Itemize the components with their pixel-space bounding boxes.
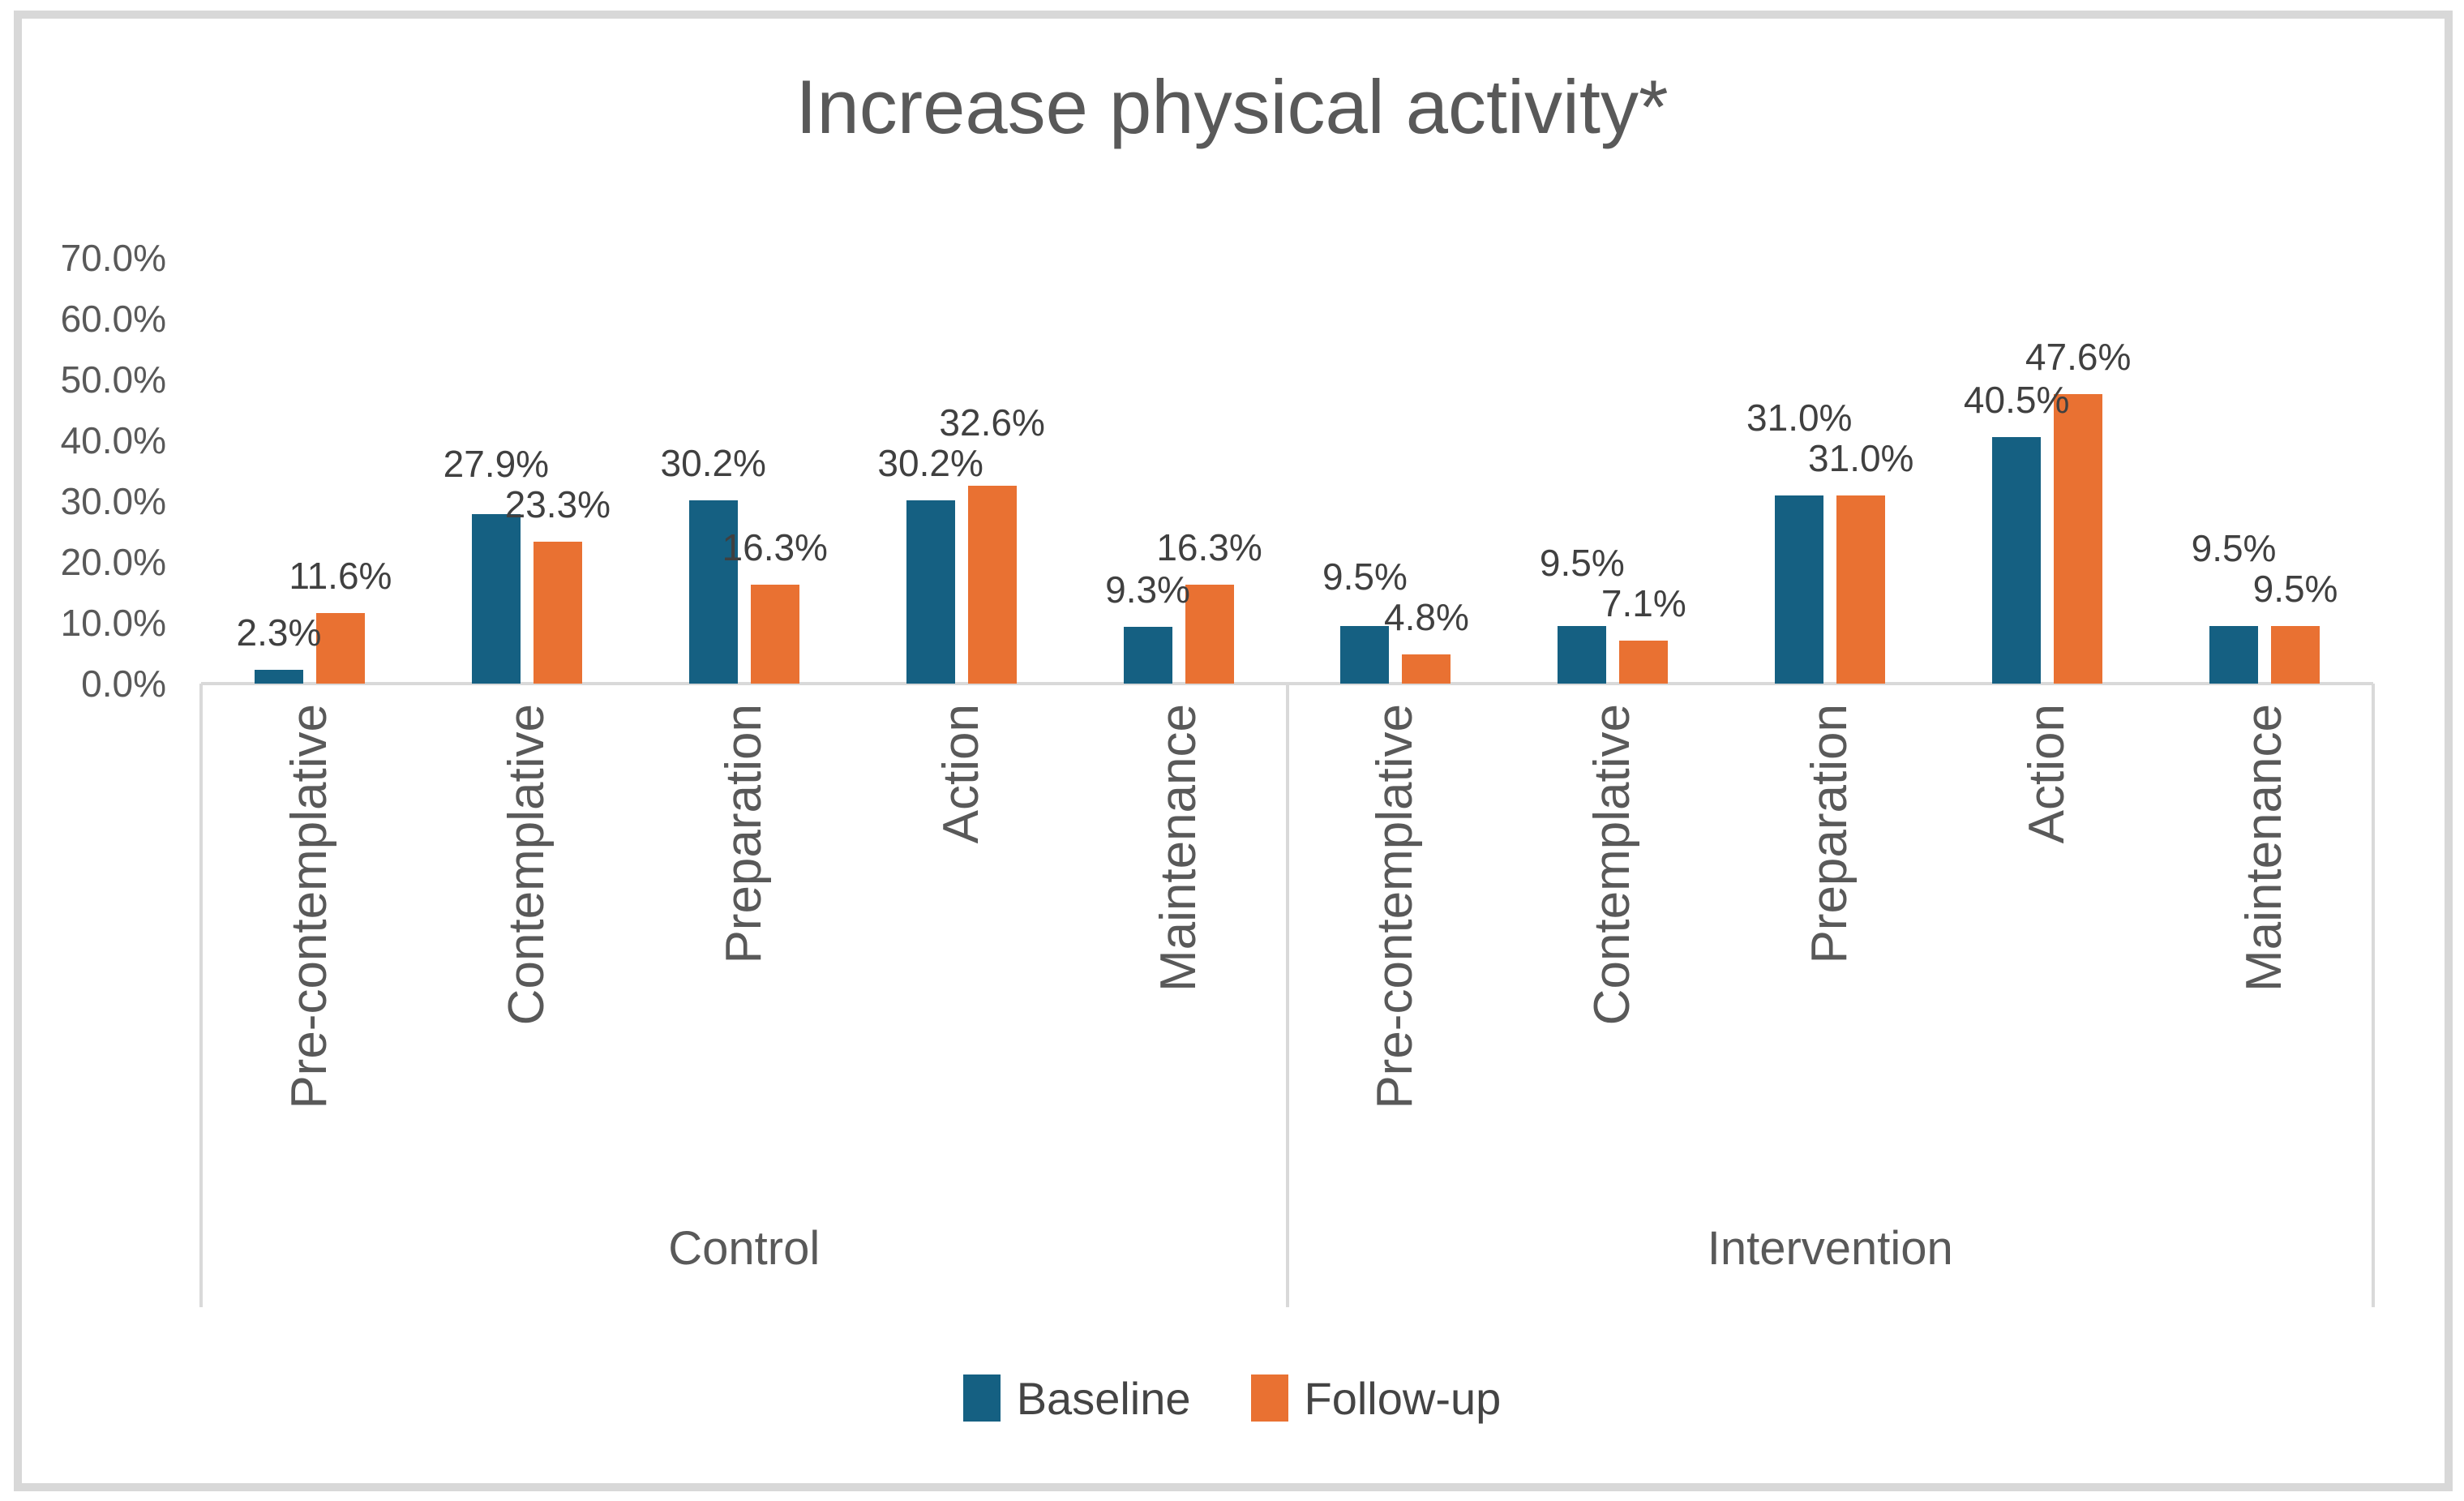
category-box-edge-line: [2372, 684, 2375, 1307]
data-label-baseline-5: 9.5%: [1322, 555, 1408, 598]
y-axis-tick-label: 50.0%: [60, 358, 166, 401]
category-label-8: Action: [2019, 704, 2076, 844]
y-axis-tick-label: 10.0%: [60, 602, 166, 644]
group-label-intervention: Intervention: [1707, 1222, 1953, 1275]
bar-baseline-3: [906, 500, 955, 684]
category-label-6: Contemplative: [1584, 704, 1641, 1026]
bar-followup-4: [1185, 584, 1234, 684]
legend-label-follow-up: Follow-up: [1304, 1372, 1502, 1424]
category-label-3: Action: [932, 704, 989, 844]
data-label-baseline-7: 31.0%: [1746, 396, 1853, 439]
data-label-baseline-9: 9.5%: [2191, 526, 2277, 569]
category-label-1: Contemplative: [498, 704, 555, 1026]
bar-followup-7: [1836, 495, 1886, 684]
category-label-9: Maintenance: [2236, 704, 2293, 993]
category-box-edge-line: [199, 684, 203, 1307]
data-label-followup-7: 31.0%: [1808, 436, 1914, 479]
data-label-followup-1: 23.3%: [504, 483, 611, 526]
bar-baseline-0: [254, 669, 303, 684]
category-label-2: Preparation: [715, 704, 772, 964]
legend-entry-baseline: Baseline: [962, 1372, 1191, 1425]
bar-baseline-5: [1340, 625, 1390, 684]
data-label-followup-9: 9.5%: [2252, 567, 2338, 610]
category-label-4: Maintenance: [1150, 704, 1206, 993]
legend-swatch-follow-up: [1250, 1374, 1288, 1422]
group-divider-line: [1285, 684, 1289, 1307]
bar-baseline-2: [688, 500, 738, 684]
data-label-followup-0: 11.6%: [289, 555, 392, 597]
bar-baseline-6: [1558, 625, 1607, 684]
bar-baseline-1: [471, 513, 521, 684]
y-axis-tick-label: 20.0%: [60, 541, 166, 583]
group-label-control: Control: [668, 1222, 821, 1275]
data-label-followup-4: 16.3%: [1156, 525, 1262, 568]
bar-baseline-9: [2209, 625, 2259, 684]
y-axis-tick-label: 60.0%: [60, 298, 166, 340]
data-label-baseline-6: 9.5%: [1539, 541, 1625, 584]
data-label-followup-6: 7.1%: [1601, 581, 1686, 624]
data-label-baseline-3: 30.2%: [877, 441, 983, 484]
y-axis-tick-label: 30.0%: [60, 480, 166, 522]
bar-followup-0: [315, 613, 365, 684]
bar-baseline-8: [1992, 437, 2042, 684]
y-axis-tick-label: 70.0%: [60, 237, 166, 279]
y-axis-tick-label: 40.0%: [60, 419, 166, 461]
category-label-0: Pre-contemplative: [281, 704, 337, 1109]
bar-followup-8: [2054, 394, 2103, 684]
bar-followup-5: [1402, 654, 1451, 684]
data-label-baseline-1: 27.9%: [443, 443, 550, 486]
bar-baseline-7: [1775, 495, 1824, 684]
data-label-followup-3: 32.6%: [939, 401, 1045, 444]
bar-followup-1: [533, 542, 582, 684]
data-label-baseline-8: 40.5%: [1963, 379, 2070, 422]
legend-swatch-baseline: [962, 1374, 1001, 1422]
data-label-followup-8: 47.6%: [2025, 336, 2132, 378]
legend-label-baseline: Baseline: [1016, 1372, 1191, 1424]
bar-followup-2: [750, 584, 799, 684]
chart-legend: Baseline Follow-up: [0, 1366, 2464, 1430]
y-axis-tick-label: 0.0%: [81, 663, 166, 705]
data-label-followup-5: 4.8%: [1384, 596, 1469, 638]
legend-entry-follow-up: Follow-up: [1250, 1372, 1502, 1425]
chart-title: Increase physical activity*: [795, 64, 1669, 149]
data-label-baseline-4: 9.3%: [1105, 568, 1190, 611]
bar-baseline-4: [1123, 627, 1172, 684]
data-label-baseline-0: 2.3%: [236, 611, 322, 654]
category-label-5: Pre-contemplative: [1367, 704, 1424, 1109]
bar-followup-9: [2271, 625, 2320, 684]
category-label-7: Preparation: [1802, 704, 1858, 964]
data-label-baseline-2: 30.2%: [660, 441, 766, 484]
bar-followup-3: [967, 485, 1017, 684]
data-label-followup-2: 16.3%: [722, 525, 828, 568]
bar-followup-6: [1619, 640, 1669, 684]
